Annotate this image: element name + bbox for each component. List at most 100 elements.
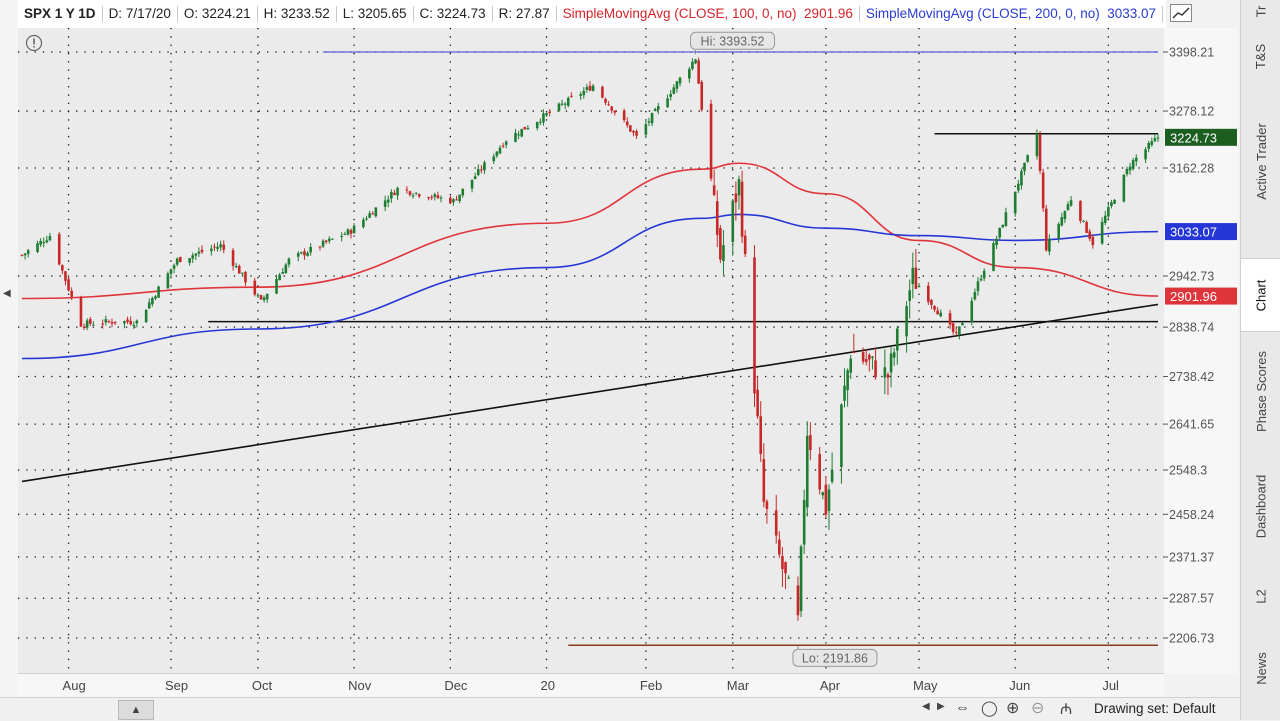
drawing-set-label[interactable]: Drawing set: Default [1094, 701, 1216, 716]
sma200-label[interactable]: SimpleMovingAvg (CLOSE, 200, 0, no) 3033… [860, 6, 1164, 22]
price-bar-body [107, 321, 111, 323]
price-bar-body [1100, 221, 1104, 244]
price-bar [805, 421, 809, 517]
high-label: H: 3233.52 [258, 6, 337, 22]
sidebar-tab-l2[interactable]: L2 [1241, 574, 1280, 618]
price-bar-body [433, 194, 437, 197]
scroll-right-icon[interactable]: ▶ [937, 701, 945, 712]
chart-header: SPX 1 Y 1D D: 7/17/20 O: 3224.21 H: 3233… [18, 0, 1166, 29]
price-bar-body [157, 286, 160, 298]
price-bar [498, 145, 502, 155]
price-bar [610, 106, 614, 114]
price-bar-body [886, 374, 890, 378]
collapse-left-icon[interactable]: ◀ [3, 288, 11, 299]
price-bar-body [604, 98, 607, 103]
price-bar [172, 263, 176, 274]
zoom-out-icon[interactable]: ⊖ [1031, 700, 1045, 717]
price-bar-body [197, 251, 201, 254]
price-bar-body [175, 258, 179, 265]
price-bar-body [110, 321, 114, 324]
sidebar-tab-phase-scores[interactable]: Phase Scores [1241, 332, 1280, 450]
drawing-tools-icon[interactable]: ₼ [1060, 701, 1073, 718]
price-bar [200, 245, 204, 255]
chart-plot-area[interactable]: Hi: 3393.52 Lo: 2191.86 [18, 28, 1164, 673]
price-chart[interactable]: Hi: 3393.52 Lo: 2191.86 [18, 28, 1164, 673]
price-bar [414, 192, 418, 196]
price-bar-body [1026, 155, 1029, 162]
price-bar-body [452, 199, 455, 203]
expand-range-icon[interactable]: ⇔ [955, 699, 970, 716]
price-bar [1023, 162, 1026, 176]
price-bar [852, 333, 856, 354]
price-bar-body [892, 352, 896, 358]
pan-icon[interactable]: ◯ [981, 700, 998, 717]
price-bar [1057, 222, 1060, 243]
price-bar-body [740, 181, 744, 237]
price-bar-body [480, 169, 483, 171]
price-bar-body [796, 585, 800, 616]
price-bar-body [259, 295, 263, 300]
sidebar-tab-active-trader[interactable]: Active Trader [1241, 86, 1280, 236]
price-bar-body [874, 360, 877, 378]
price-bar-body [691, 61, 694, 69]
price-bar-body [1134, 157, 1138, 162]
price-bar [691, 58, 694, 71]
y-tick-label: 2458.24 [1169, 508, 1214, 522]
chart-style-icon[interactable] [1170, 4, 1192, 25]
y-tick-label: 2371.37 [1169, 551, 1214, 565]
sidebar-tab-label: Dashboard [1253, 474, 1269, 538]
price-bar [868, 353, 871, 372]
price-bar-body [194, 253, 198, 256]
price-bar-body [802, 499, 806, 545]
zoom-in-icon[interactable]: ⊕ [1006, 700, 1020, 717]
price-bar [1150, 137, 1154, 147]
more-icon[interactable]: ☰ [1163, 6, 1166, 22]
price-bar-body [774, 510, 778, 536]
price-bar-body [436, 195, 440, 198]
price-bar-body [697, 60, 700, 84]
symbol-label[interactable]: SPX 1 Y 1D [18, 6, 103, 22]
price-bar-body [129, 320, 132, 325]
price-bar-body [762, 459, 766, 502]
price-bar [796, 576, 800, 621]
price-bar [20, 254, 24, 257]
price-bar [411, 192, 415, 199]
price-bar-body [244, 272, 247, 283]
sidebar-tab-t-s[interactable]: T&S [1241, 28, 1280, 84]
price-bar [740, 170, 744, 244]
time-axis[interactable]: Aug Sep Oct Nov Dec 20 Feb Mar Apr May Jun Jul [18, 673, 1164, 698]
sidebar-tab-label: T&S [1253, 43, 1269, 69]
price-bar-body [992, 243, 995, 271]
price-bar [647, 117, 651, 127]
sidebar-tab-news[interactable]: News [1241, 628, 1280, 708]
y-tick-label: 2206.73 [1169, 632, 1214, 646]
price-bar-body [846, 370, 849, 391]
price-bar [154, 295, 157, 301]
price-bar [1144, 147, 1147, 164]
price-bar-body [976, 281, 980, 292]
scroll-collapse-icon[interactable]: ▲ [118, 700, 154, 720]
price-bar-body [1082, 220, 1085, 222]
x-tick-label: Apr [820, 678, 841, 693]
price-bar [340, 232, 343, 242]
price-bar-body [191, 255, 195, 259]
info-icon[interactable] [25, 34, 43, 55]
price-bar-body [523, 126, 527, 130]
scroll-left-icon[interactable]: ◀ [922, 701, 930, 712]
price-bar-body [411, 195, 415, 197]
price-bar [216, 242, 219, 252]
sma100-label[interactable]: SimpleMovingAvg (CLOSE, 100, 0, no) 2901… [557, 6, 860, 22]
price-bar-body [275, 279, 278, 294]
price-bar [262, 295, 266, 303]
price-bar [1038, 131, 1042, 175]
price-bar [107, 319, 111, 324]
price-axis[interactable]: 3398.21 3278.12 3162.28 2942.73 2838.74 2738.… [1164, 28, 1238, 673]
sidebar-tab-tr[interactable]: Tr [1241, 0, 1280, 22]
price-bar-body [591, 85, 595, 91]
price-bar [976, 276, 980, 296]
price-bar-body [135, 320, 139, 324]
sidebar-tab-chart[interactable]: Chart [1241, 258, 1280, 332]
price-bar [287, 257, 291, 268]
sidebar-tab-dashboard[interactable]: Dashboard [1241, 446, 1280, 566]
price-bar-body [1079, 200, 1082, 221]
